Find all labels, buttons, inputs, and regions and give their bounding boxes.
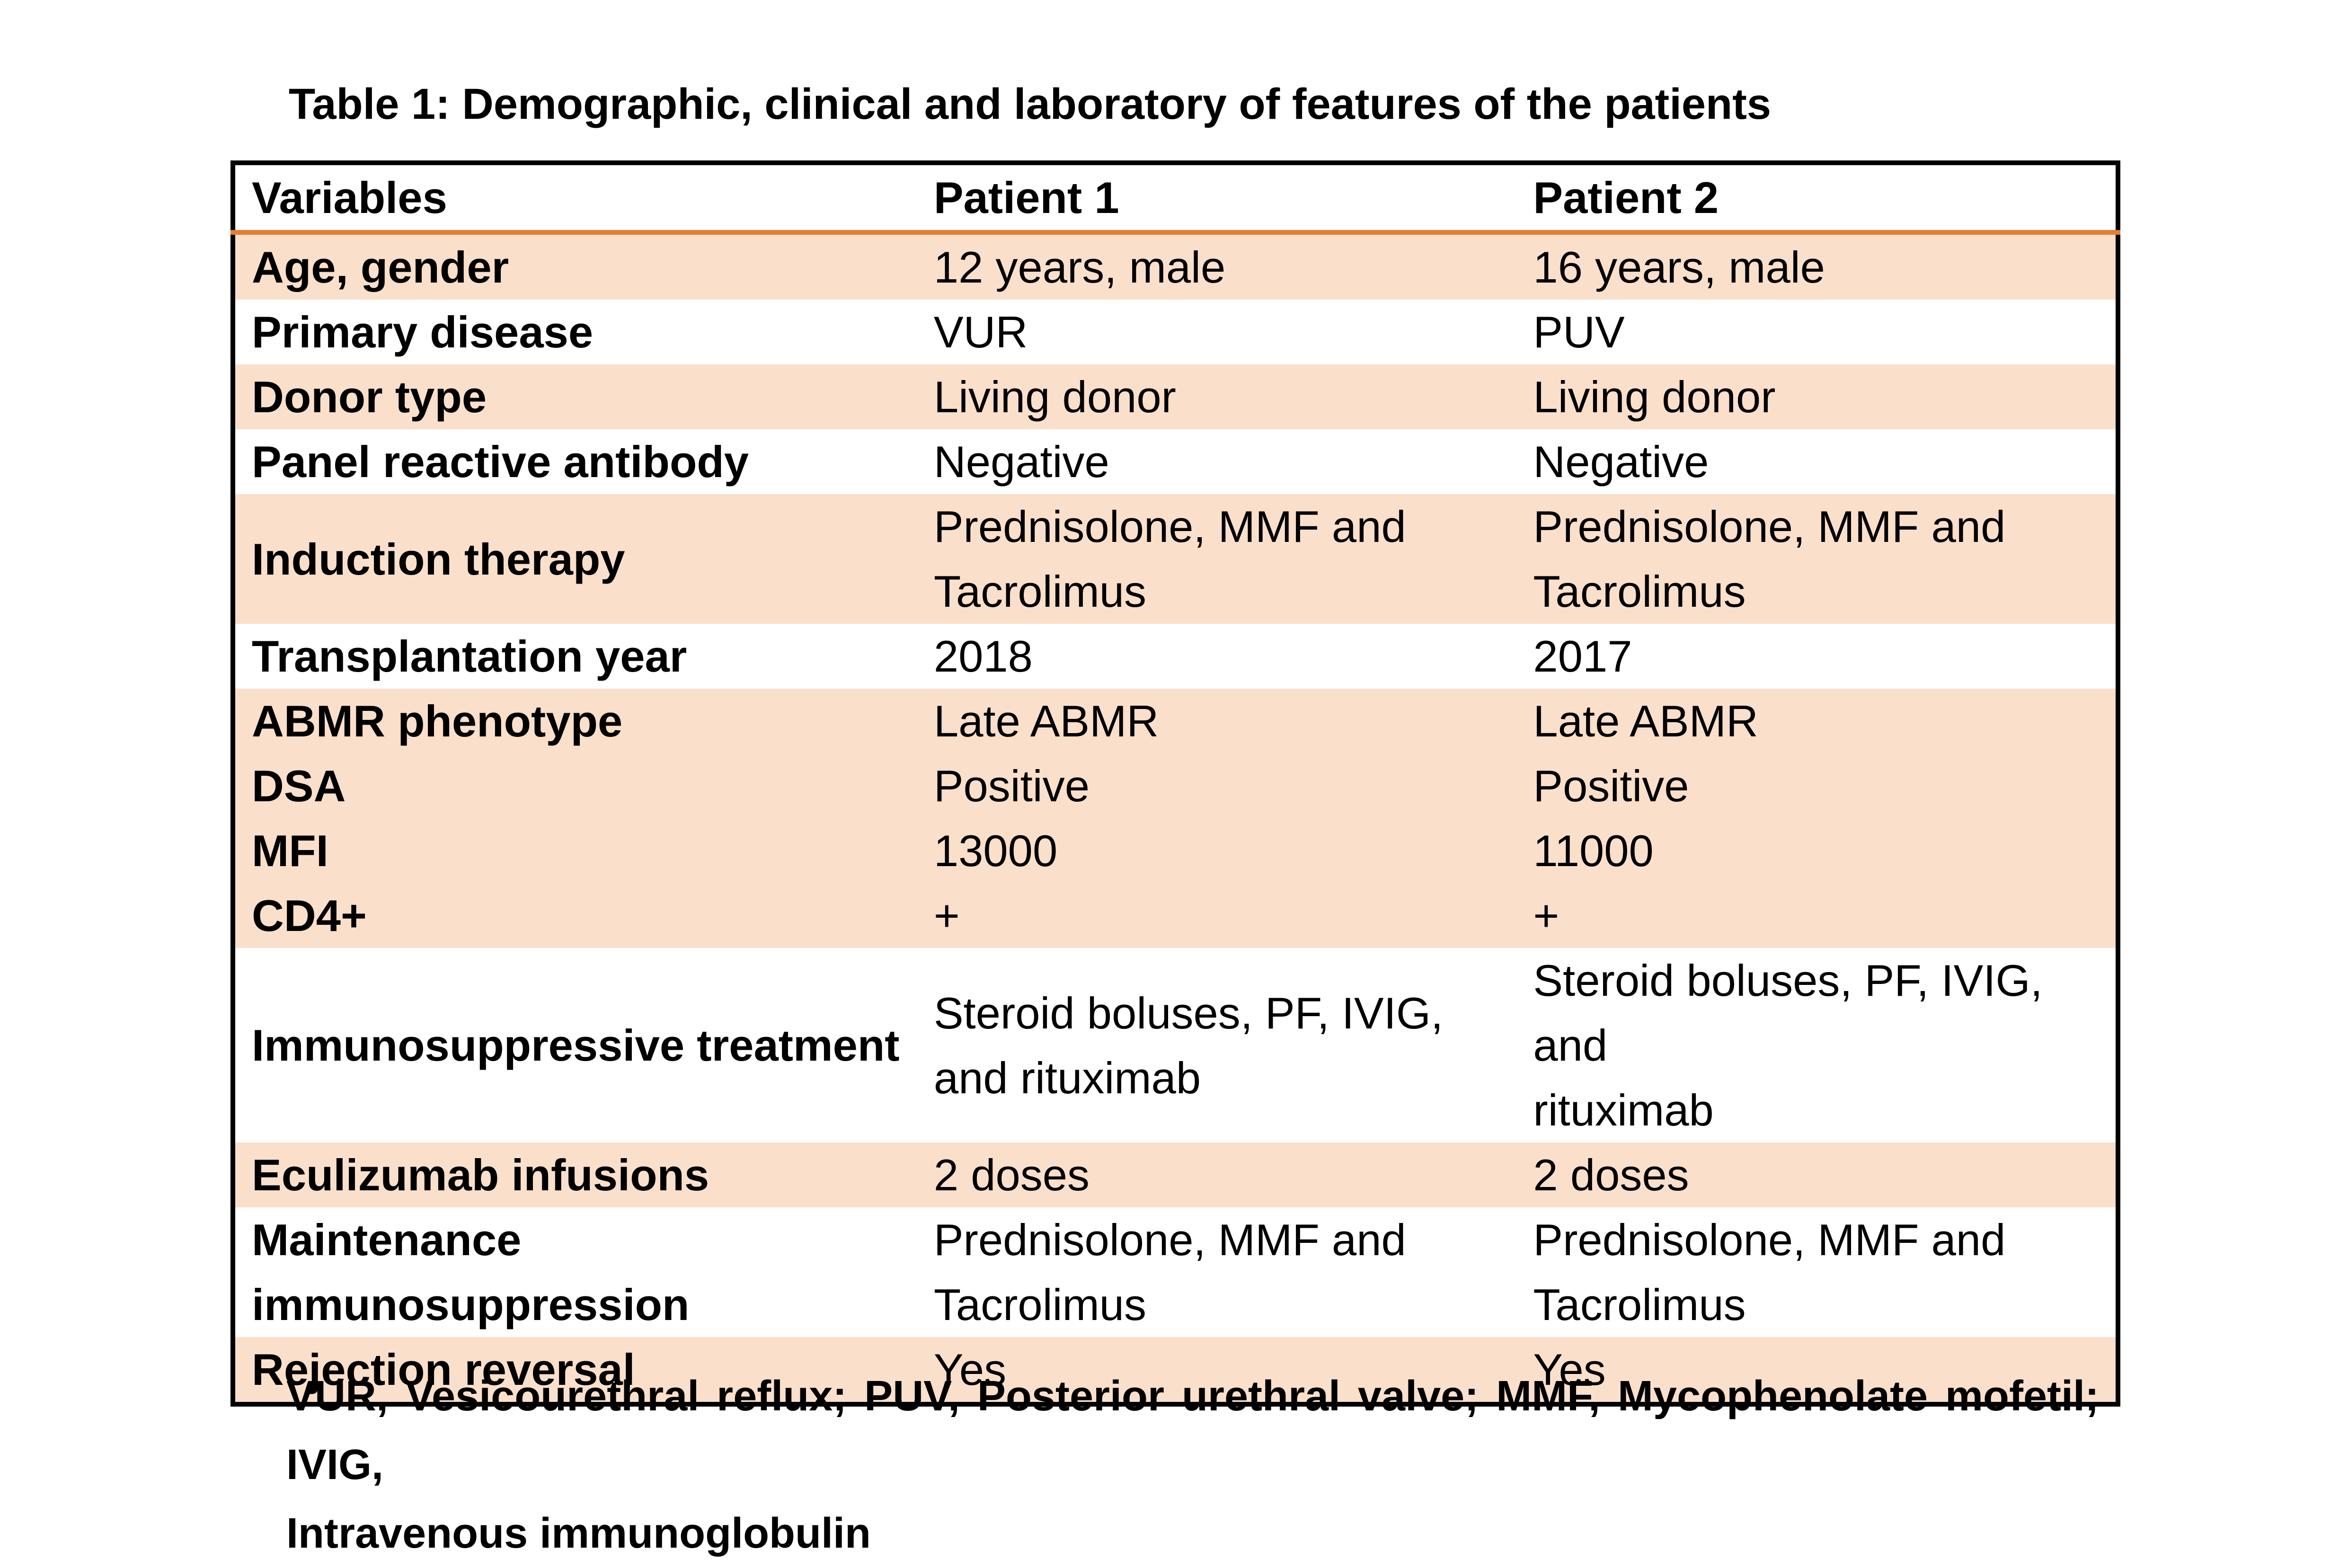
row-label-cell: Panel reactive antibody (233, 429, 917, 494)
row-label-cell: ABMR phenotype DSA MFI CD4+ (233, 689, 917, 948)
footnote-line-1: VUR, Vesicourethral reflux; PUV, Posteri… (286, 1373, 2099, 1488)
patient2-cell: 16 years, male (1516, 232, 2118, 300)
table-row: Immunosuppressive treatment Steroid bolu… (233, 948, 2118, 1143)
table-row: ABMR phenotype DSA MFI CD4+ Late ABMR Po… (233, 689, 2118, 948)
patients-table: Variables Patient 1 Patient 2 Age, gende… (230, 160, 2120, 1407)
row-label-cell: Induction therapy (233, 494, 917, 624)
column-header-variables: Variables (233, 163, 917, 235)
table-row: Transplantation year 2018 2017 (233, 624, 2118, 689)
patient1-cell: 12 years, male (917, 232, 1517, 300)
patient1-cell: Negative (917, 429, 1517, 494)
row-label-cell: Rejection reversal (233, 1337, 917, 1404)
patient2-cell: Late ABMR Positive 11000 + (1516, 689, 2118, 948)
patient1-cell: 2018 (917, 624, 1517, 689)
patient1-cell: Late ABMR Positive 13000 + (917, 689, 1517, 948)
patient2-cell: Negative (1516, 429, 2118, 494)
row-label-cell: Donor type (233, 364, 917, 429)
table-row: Maintenance immunosuppression Prednisolo… (233, 1207, 2118, 1337)
patient2-cell: Living donor (1516, 364, 2118, 429)
row-label-cell: Eculizumab infusions (233, 1143, 917, 1207)
patient1-cell: Prednisolone, MMF and Tacrolimus (917, 494, 1517, 624)
patient2-cell: Steroid boluses, PF, IVIG, and rituximab (1516, 948, 2118, 1143)
patient2-cell: PUV (1516, 300, 2118, 364)
table-row: Eculizumab infusions 2 doses 2 doses (233, 1143, 2118, 1207)
table-row: Age, gender 12 years, male 16 years, mal… (233, 232, 2118, 300)
column-header-patient2: Patient 2 (1516, 163, 2118, 235)
patient1-cell: Steroid boluses, PF, IVIG, and rituximab (917, 948, 1517, 1143)
patient1-cell: Living donor (917, 364, 1517, 429)
row-label-cell: Maintenance immunosuppression (233, 1207, 917, 1337)
patient2-cell: Yes (1516, 1337, 2118, 1404)
table-row: Panel reactive antibody Negative Negativ… (233, 429, 2118, 494)
table-title: Table 1: Demographic, clinical and labor… (289, 80, 1772, 128)
table-row: Donor type Living donor Living donor (233, 364, 2118, 429)
patient2-cell: Prednisolone, MMF and Tacrolimus (1516, 494, 2118, 624)
table-row: Rejection reversal Yes Yes (233, 1337, 2118, 1404)
table-row: Primary disease VUR PUV (233, 300, 2118, 364)
patient1-cell: 2 doses (917, 1143, 1517, 1207)
footnote-line-2: Intravenous immunoglobulin (286, 1510, 871, 1557)
table-row: Induction therapy Prednisolone, MMF and … (233, 494, 2118, 624)
patient1-cell: VUR (917, 300, 1517, 364)
table-header: Variables Patient 1 Patient 2 (233, 163, 2118, 235)
column-header-patient1: Patient 1 (917, 163, 1517, 235)
patient1-cell: Prednisolone, MMF and Tacrolimus (917, 1207, 1517, 1337)
row-label-cell: Primary disease (233, 300, 917, 364)
row-label-cell: Transplantation year (233, 624, 917, 689)
table-footnote: VUR, Vesicourethral reflux; PUV, Posteri… (286, 1362, 2099, 1568)
patient2-cell: 2017 (1516, 624, 2118, 689)
table-body: Age, gender 12 years, male 16 years, mal… (233, 232, 2118, 1404)
patient2-cell: 2 doses (1516, 1143, 2118, 1207)
row-label-cell: Age, gender (233, 232, 917, 300)
header-row: Variables Patient 1 Patient 2 (233, 163, 2118, 235)
row-label-cell: Immunosuppressive treatment (233, 948, 917, 1143)
patients-table-container: Variables Patient 1 Patient 2 Age, gende… (230, 160, 2120, 1407)
patient1-cell: Yes (917, 1337, 1517, 1404)
patient2-cell: Prednisolone, MMF and Tacrolimus (1516, 1207, 2118, 1337)
